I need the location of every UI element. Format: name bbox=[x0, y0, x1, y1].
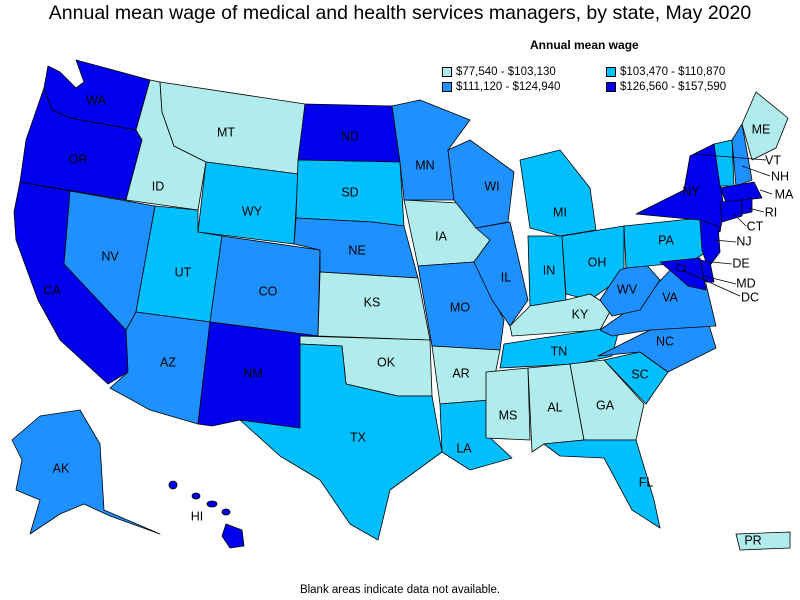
state-nj[interactable] bbox=[699, 219, 721, 269]
label-fl: FL bbox=[639, 475, 654, 489]
label-vt: VT bbox=[765, 153, 781, 167]
footer-note: Blank areas indicate data not available. bbox=[299, 584, 501, 596]
label-al: AL bbox=[547, 400, 562, 414]
label-mn: MN bbox=[415, 158, 434, 172]
legend-label-bin-2: $103,470 - $110,870 bbox=[620, 66, 726, 78]
label-md: MD bbox=[736, 276, 755, 290]
legend-swatch-bin-3 bbox=[442, 82, 452, 92]
legend-swatch-bin-2 bbox=[606, 67, 616, 77]
state-ms[interactable] bbox=[485, 367, 531, 441]
label-me: ME bbox=[752, 122, 771, 136]
state-ga[interactable] bbox=[569, 359, 645, 441]
state-labels: WA OR CA NV ID MT WY UT CO AZ NM ND SD N… bbox=[43, 93, 794, 547]
label-sd: SD bbox=[341, 185, 358, 199]
state-dc[interactable] bbox=[675, 263, 687, 273]
label-va: VA bbox=[662, 290, 678, 304]
state-wy[interactable] bbox=[197, 161, 299, 245]
state-pr[interactable] bbox=[735, 531, 791, 551]
label-pr: PR bbox=[744, 533, 761, 547]
state-il[interactable] bbox=[473, 221, 529, 327]
label-de: DE bbox=[732, 256, 749, 270]
state-mi[interactable] bbox=[519, 149, 597, 237]
label-nh: NH bbox=[771, 169, 789, 183]
label-in: IN bbox=[543, 263, 556, 277]
label-il: IL bbox=[501, 270, 511, 284]
label-hi: HI bbox=[191, 509, 204, 523]
leader-lines bbox=[681, 153, 773, 297]
legend-item-bin-1: $77,540 - $103,130 bbox=[442, 66, 556, 78]
legend: Annual mean wage $77,540 - $103,130 $103… bbox=[440, 38, 770, 98]
state-md[interactable] bbox=[659, 257, 707, 291]
state-pa[interactable] bbox=[623, 217, 711, 269]
label-ne: NE bbox=[348, 243, 365, 257]
label-nc: NC bbox=[656, 334, 674, 348]
label-dc: DC bbox=[741, 290, 759, 304]
label-ky: KY bbox=[572, 307, 589, 321]
label-ar: AR bbox=[452, 366, 469, 380]
label-nv: NV bbox=[101, 249, 119, 263]
label-nj: NJ bbox=[736, 234, 751, 248]
legend-label-bin-1: $77,540 - $103,130 bbox=[456, 66, 556, 78]
legend-swatch-bin-1 bbox=[442, 67, 452, 77]
label-la: LA bbox=[456, 441, 472, 455]
label-ca: CA bbox=[43, 283, 61, 297]
label-id: ID bbox=[152, 179, 165, 193]
label-ma: MA bbox=[775, 187, 794, 201]
label-ga: GA bbox=[596, 398, 615, 412]
label-tn: TN bbox=[551, 344, 568, 358]
state-ma[interactable] bbox=[719, 181, 763, 203]
label-wa: WA bbox=[86, 93, 106, 107]
legend-label-bin-4: $126,560 - $157,590 bbox=[620, 81, 727, 93]
label-ms: MS bbox=[499, 408, 518, 422]
state-oh[interactable] bbox=[561, 225, 625, 301]
legend-item-bin-3: $111,120 - $124,940 bbox=[442, 81, 560, 93]
label-ok: OK bbox=[377, 355, 396, 369]
label-nm: NM bbox=[243, 366, 262, 380]
label-oh: OH bbox=[588, 255, 607, 269]
legend-title: Annual mean wage bbox=[530, 38, 639, 52]
label-ut: UT bbox=[175, 265, 192, 279]
label-tx: TX bbox=[350, 430, 367, 444]
legend-label-bin-3: $111,120 - $124,940 bbox=[456, 81, 561, 93]
label-co: CO bbox=[259, 284, 278, 298]
state-wv[interactable] bbox=[599, 261, 661, 317]
label-ct: CT bbox=[747, 219, 764, 233]
label-wy: WY bbox=[242, 204, 263, 218]
label-ak: AK bbox=[53, 461, 70, 475]
state-me[interactable] bbox=[741, 91, 789, 161]
state-hi[interactable] bbox=[168, 480, 245, 549]
state-ri[interactable] bbox=[741, 197, 753, 215]
state-tx[interactable] bbox=[239, 343, 443, 541]
label-wi: WI bbox=[484, 179, 499, 193]
state-fl[interactable] bbox=[543, 439, 661, 529]
map-title: Annual mean wage of medical and health s… bbox=[48, 2, 752, 24]
label-pa: PA bbox=[658, 233, 674, 247]
state-nh[interactable] bbox=[731, 123, 753, 187]
legend-swatch-bin-4 bbox=[606, 82, 616, 92]
state-mo[interactable] bbox=[417, 261, 505, 351]
label-mi: MI bbox=[553, 205, 567, 219]
state-ny[interactable] bbox=[635, 143, 725, 233]
state-ak[interactable] bbox=[11, 409, 161, 535]
label-nd: ND bbox=[341, 129, 359, 143]
state-tn[interactable] bbox=[499, 325, 621, 369]
label-mo: MO bbox=[450, 300, 470, 314]
label-or: OR bbox=[69, 152, 88, 166]
legend-item-bin-2: $103,470 - $110,870 bbox=[606, 66, 725, 78]
label-sc: SC bbox=[631, 367, 648, 381]
label-wv: WV bbox=[617, 282, 638, 296]
label-mt: MT bbox=[217, 125, 235, 139]
label-az: AZ bbox=[160, 355, 176, 369]
label-ny: NY bbox=[682, 184, 700, 198]
legend-item-bin-4: $126,560 - $157,590 bbox=[606, 81, 726, 93]
label-ks: KS bbox=[364, 295, 381, 309]
label-ia: IA bbox=[435, 229, 447, 243]
label-ri: RI bbox=[765, 205, 778, 219]
